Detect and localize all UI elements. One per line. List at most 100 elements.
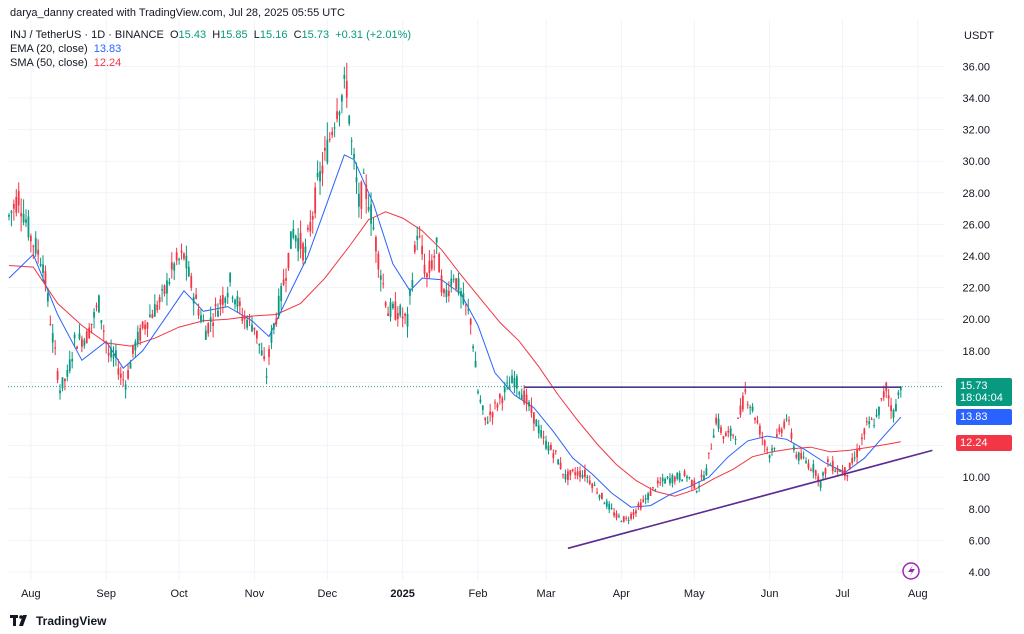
candle-body (59, 390, 61, 394)
candle-body (331, 131, 334, 136)
price-tick-label: 24.00 (962, 251, 990, 263)
candle-body (467, 309, 470, 311)
candle-body (861, 437, 863, 440)
candle-body (275, 318, 278, 325)
symbol-name[interactable]: INJ / TetherUS · 1D · BINANCE (10, 29, 164, 41)
candle-body (673, 476, 676, 482)
time-tick-label: 2025 (390, 588, 414, 600)
candle-body (115, 350, 117, 358)
tradingview-footer[interactable]: TradingView (10, 614, 106, 628)
candle-body (749, 407, 752, 409)
price-tick-label: 30.00 (962, 156, 990, 168)
candle-body (569, 469, 572, 476)
candle-body (192, 297, 195, 304)
time-axis[interactable]: Aug Sep Oct Nov Dec 2025 Feb Mar Apr May Jun Jul Aug (21, 588, 928, 600)
annotation-lines[interactable] (8, 386, 944, 550)
candle-body (729, 428, 732, 437)
candle-body (445, 289, 448, 297)
candle-body (236, 296, 239, 307)
candle-body (851, 458, 854, 464)
candle-body (372, 227, 375, 230)
candle-body (209, 317, 212, 323)
candle-body (683, 471, 686, 476)
candle-body (88, 327, 91, 338)
candle-body (790, 432, 793, 439)
candle-body (754, 417, 756, 420)
candle-body (268, 349, 270, 358)
candle-body (255, 330, 258, 339)
candle-body (498, 394, 501, 399)
candle-body (528, 401, 530, 407)
candle-body (525, 394, 528, 404)
candle-body (559, 462, 562, 469)
candle-body (306, 227, 309, 230)
replay-icon[interactable] (902, 562, 920, 580)
time-tick-label: Jun (761, 588, 779, 600)
candle-body (447, 290, 450, 296)
candle-body (95, 305, 98, 308)
price-tick-label: 32.00 (962, 125, 990, 137)
candle-body (49, 323, 52, 325)
candle-body (175, 252, 178, 261)
candle-body (486, 421, 489, 424)
candle-body (418, 235, 421, 237)
candle-body (530, 405, 533, 414)
candle-body (827, 459, 829, 462)
candle-body (868, 421, 871, 425)
candle-body (642, 499, 645, 502)
candle-body (229, 273, 232, 283)
low-value: 15.16 (259, 29, 288, 41)
candle-body (464, 304, 467, 306)
candle-body (440, 275, 443, 293)
candle-body (117, 368, 120, 375)
candle-body (63, 378, 66, 382)
open-label: O (169, 29, 179, 41)
candle-body (392, 303, 394, 309)
candle-body (76, 346, 78, 349)
candle-body (360, 181, 363, 209)
candle-body (494, 402, 496, 404)
candle-body (132, 345, 134, 354)
candle-body (788, 420, 790, 422)
candle-body (686, 476, 688, 479)
tradingview-logo-icon (10, 615, 27, 626)
candle-body (399, 305, 402, 316)
candle-body (540, 430, 543, 437)
candle-body (596, 492, 598, 494)
candle-body (238, 301, 241, 306)
candle-body (311, 215, 314, 220)
candle-body (496, 404, 499, 408)
high-label: H (212, 29, 221, 41)
candle-body (613, 512, 615, 516)
candle-body (10, 211, 13, 213)
candle-body (455, 278, 458, 289)
candle-body (443, 289, 445, 294)
last-price-value: 15.73 (960, 380, 988, 392)
price-axis[interactable]: 4.006.008.0010.0012.0014.0016.0018.0020.… (962, 61, 990, 579)
candle-body (603, 503, 606, 505)
candle-body (562, 473, 564, 475)
symbol-legend[interactable]: INJ / TetherUS · 1D · BINANCE O15.43 H15… (10, 29, 411, 41)
candle-body (197, 309, 200, 316)
candle-body (350, 140, 353, 142)
candle-body (831, 460, 834, 472)
low-label: L (253, 29, 260, 41)
currency-label[interactable]: USDT (964, 30, 994, 42)
candle-body (289, 231, 292, 249)
support-trendline[interactable] (567, 449, 933, 550)
candle-body (469, 318, 472, 325)
candle-body (149, 314, 151, 317)
candle-body (151, 314, 154, 318)
candle-body (93, 311, 95, 318)
close-value: 15.73 (301, 29, 330, 41)
ema-legend[interactable]: EMA (20, close) 13.83 (10, 43, 121, 55)
candle-body (46, 293, 49, 302)
candle-body (647, 493, 649, 500)
candle-body (460, 291, 462, 297)
sma-legend[interactable]: SMA (50, close) 12.24 (10, 57, 121, 69)
price-tick-label: 10.00 (962, 472, 990, 484)
price-tick-label: 36.00 (962, 61, 990, 73)
candle-body (321, 165, 324, 174)
candle-body (146, 322, 149, 329)
